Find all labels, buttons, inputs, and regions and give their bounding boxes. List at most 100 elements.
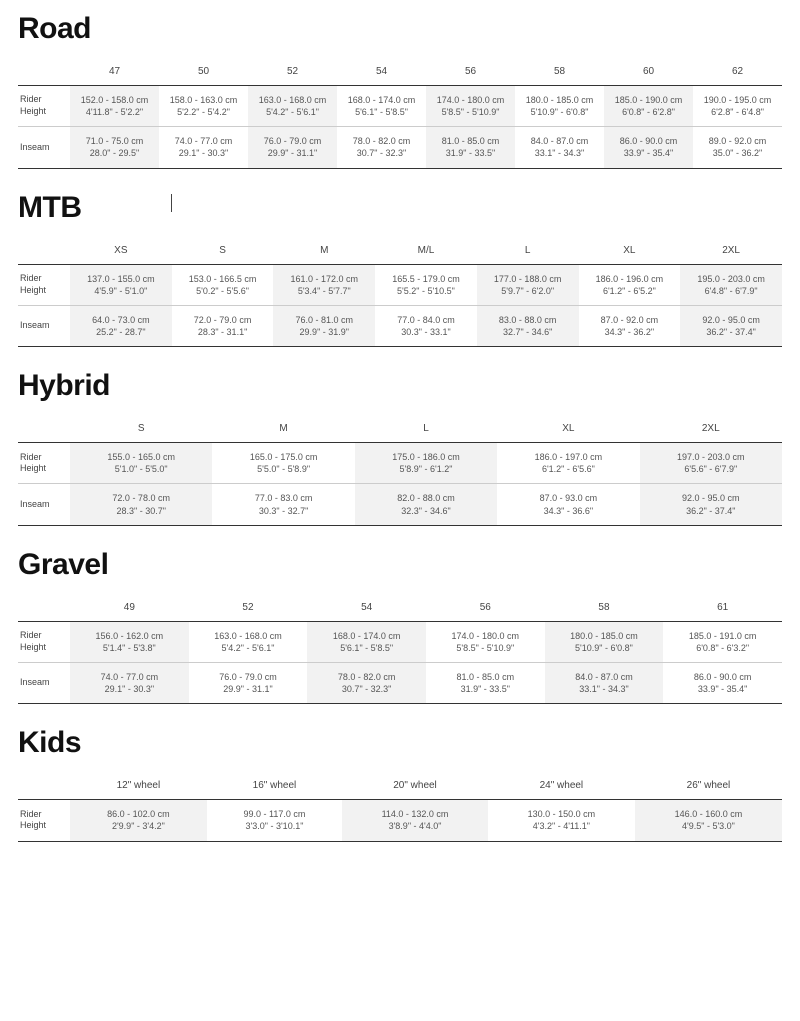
size-cell: 197.0 - 203.0 cm6'5.6" - 6'7.9" [640, 443, 782, 484]
size-cell: 92.0 - 95.0 cm36.2" - 37.4" [680, 305, 782, 346]
size-header: 12" wheel [70, 774, 207, 800]
size-cell: 163.0 - 168.0 cm5'4.2" - 5'6.1" [189, 621, 308, 662]
size-cell: 92.0 - 95.0 cm36.2" - 37.4" [640, 484, 782, 525]
size-cell: 165.5 - 179.0 cm5'5.2" - 5'10.5" [375, 264, 477, 305]
size-table: 4750525456586062RiderHeight152.0 - 158.0… [18, 60, 782, 169]
size-cell: 153.0 - 166.5 cm5'0.2" - 5'5.6" [172, 264, 274, 305]
size-cell: 84.0 - 87.0 cm33.1" - 34.3" [515, 127, 604, 168]
size-header: 2XL [680, 239, 782, 265]
size-cell: 175.0 - 186.0 cm5'8.9" - 6'1.2" [355, 443, 497, 484]
size-header: M [273, 239, 375, 265]
section-title: Gravel [18, 548, 782, 582]
size-header: 16" wheel [207, 774, 342, 800]
size-cell: 177.0 - 188.0 cm5'9.7" - 6'2.0" [477, 264, 579, 305]
table-row: RiderHeight155.0 - 165.0 cm5'1.0" - 5'5.… [18, 443, 782, 484]
size-header: 62 [693, 60, 782, 86]
table-row: RiderHeight156.0 - 162.0 cm5'1.4" - 5'3.… [18, 621, 782, 662]
size-header: 54 [337, 60, 426, 86]
table-row: RiderHeight152.0 - 158.0 cm4'11.8" - 5'2… [18, 86, 782, 127]
table-row: Inseam71.0 - 75.0 cm28.0" - 29.5"74.0 - … [18, 127, 782, 168]
size-cell: 87.0 - 93.0 cm34.3" - 36.6" [497, 484, 639, 525]
size-cell: 89.0 - 92.0 cm35.0" - 36.2" [693, 127, 782, 168]
section-gravel: Gravel495254565861RiderHeight156.0 - 162… [18, 548, 782, 705]
table-row: Inseam64.0 - 73.0 cm25.2" - 28.7"72.0 - … [18, 305, 782, 346]
size-cell: 78.0 - 82.0 cm30.7" - 32.3" [307, 662, 426, 703]
size-cell: 161.0 - 172.0 cm5'3.4" - 5'7.7" [273, 264, 375, 305]
size-cell: 185.0 - 190.0 cm6'0.8" - 6'2.8" [604, 86, 693, 127]
size-cell: 83.0 - 88.0 cm32.7" - 34.6" [477, 305, 579, 346]
size-cell: 77.0 - 83.0 cm30.3" - 32.7" [212, 484, 354, 525]
size-header: 24" wheel [488, 774, 635, 800]
section-title: Road [18, 12, 782, 46]
size-cell: 190.0 - 195.0 cm6'2.8" - 6'4.8" [693, 86, 782, 127]
header-blank [18, 417, 70, 443]
size-header: S [172, 239, 274, 265]
size-header: 54 [307, 596, 426, 622]
size-header: 2XL [640, 417, 782, 443]
size-cell: 155.0 - 165.0 cm5'1.0" - 5'5.0" [70, 443, 212, 484]
size-cell: 130.0 - 150.0 cm4'3.2" - 4'11.1" [488, 800, 635, 841]
row-label: Inseam [18, 484, 70, 525]
size-header: 60 [604, 60, 693, 86]
section-mtb: MTBXSSMM/LLXL2XLRiderHeight137.0 - 155.0… [18, 191, 782, 348]
size-header: 58 [515, 60, 604, 86]
size-cell: 87.0 - 92.0 cm34.3" - 36.2" [579, 305, 681, 346]
row-label: RiderHeight [18, 621, 70, 662]
size-cell: 158.0 - 163.0 cm5'2.2" - 5'4.2" [159, 86, 248, 127]
size-cell: 165.0 - 175.0 cm5'5.0" - 5'8.9" [212, 443, 354, 484]
row-label: RiderHeight [18, 443, 70, 484]
size-cell: 99.0 - 117.0 cm3'3.0" - 3'10.1" [207, 800, 342, 841]
size-cell: 77.0 - 84.0 cm30.3" - 33.1" [375, 305, 477, 346]
size-cell: 86.0 - 102.0 cm2'9.9" - 3'4.2" [70, 800, 207, 841]
size-cell: 186.0 - 196.0 cm6'1.2" - 6'5.2" [579, 264, 681, 305]
size-cell: 71.0 - 75.0 cm28.0" - 29.5" [70, 127, 159, 168]
section-kids: Kids 12" wheel16" wheel20" wheel24" wheel… [18, 726, 782, 841]
size-cell: 152.0 - 158.0 cm4'11.8" - 5'2.2" [70, 86, 159, 127]
size-header: M [212, 417, 354, 443]
size-cell: 72.0 - 78.0 cm28.3" - 30.7" [70, 484, 212, 525]
size-header: S [70, 417, 212, 443]
size-cell: 78.0 - 82.0 cm30.7" - 32.3" [337, 127, 426, 168]
size-cell: 64.0 - 73.0 cm25.2" - 28.7" [70, 305, 172, 346]
size-cell: 180.0 - 185.0 cm5'10.9" - 6'0.8" [515, 86, 604, 127]
size-cell: 76.0 - 79.0 cm29.9" - 31.1" [189, 662, 308, 703]
size-table: 12" wheel16" wheel20" wheel24" wheel26" … [18, 774, 782, 841]
size-cell: 86.0 - 90.0 cm33.9" - 35.4" [604, 127, 693, 168]
size-cell: 74.0 - 77.0 cm29.1" - 30.3" [159, 127, 248, 168]
row-label: RiderHeight [18, 264, 70, 305]
size-cell: 195.0 - 203.0 cm6'4.8" - 6'7.9" [680, 264, 782, 305]
size-cell: 72.0 - 79.0 cm28.3" - 31.1" [172, 305, 274, 346]
header-blank [18, 239, 70, 265]
size-cell: 180.0 - 185.0 cm5'10.9" - 6'0.8" [545, 621, 664, 662]
size-header: 20" wheel [342, 774, 488, 800]
table-row: Inseam72.0 - 78.0 cm28.3" - 30.7"77.0 - … [18, 484, 782, 525]
size-header: 61 [663, 596, 782, 622]
size-cell: 168.0 - 174.0 cm5'6.1" - 5'8.5" [337, 86, 426, 127]
size-cell: 186.0 - 197.0 cm6'1.2" - 6'5.6" [497, 443, 639, 484]
size-header: 26" wheel [635, 774, 782, 800]
header-blank [18, 774, 70, 800]
size-cell: 168.0 - 174.0 cm5'6.1" - 5'8.5" [307, 621, 426, 662]
row-label: Inseam [18, 127, 70, 168]
size-header: 52 [189, 596, 308, 622]
size-cell: 174.0 - 180.0 cm5'8.5" - 5'10.9" [426, 86, 515, 127]
size-table: XSSMM/LLXL2XLRiderHeight137.0 - 155.0 cm… [18, 239, 782, 348]
section-title: Hybrid [18, 369, 782, 403]
size-header: L [355, 417, 497, 443]
section-title: MTB [18, 191, 782, 225]
size-header: 50 [159, 60, 248, 86]
text-cursor [171, 194, 172, 212]
size-header: 56 [426, 596, 545, 622]
size-table: 495254565861RiderHeight156.0 - 162.0 cm5… [18, 596, 782, 705]
size-header: XS [70, 239, 172, 265]
table-row: RiderHeight86.0 - 102.0 cm2'9.9" - 3'4.2… [18, 800, 782, 841]
size-cell: 156.0 - 162.0 cm5'1.4" - 5'3.8" [70, 621, 189, 662]
size-header: 47 [70, 60, 159, 86]
size-cell: 76.0 - 81.0 cm29.9" - 31.9" [273, 305, 375, 346]
size-header: 49 [70, 596, 189, 622]
size-header: M/L [375, 239, 477, 265]
section-title: Kids [18, 726, 782, 760]
row-label: Inseam [18, 662, 70, 703]
size-cell: 137.0 - 155.0 cm4'5.9" - 5'1.0" [70, 264, 172, 305]
size-table: SMLXL2XLRiderHeight155.0 - 165.0 cm5'1.0… [18, 417, 782, 526]
